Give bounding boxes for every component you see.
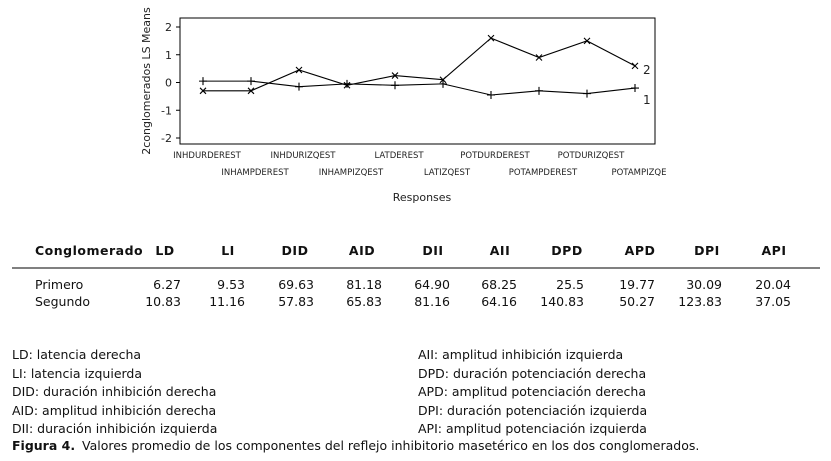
table-cell: 20.04 xyxy=(755,277,791,292)
table-cell: Primero xyxy=(35,277,84,292)
marker xyxy=(535,54,543,61)
marker xyxy=(487,90,495,99)
x-tick-label: INHDURDEREST xyxy=(173,151,242,161)
x-tick-label: INHAMPIZQEST xyxy=(319,168,384,178)
x-tick-label: POTAMPDEREST xyxy=(509,168,578,178)
table-cell: 123.83 xyxy=(678,294,722,309)
x-axis-label: Responses xyxy=(393,191,452,204)
y-tick-label: -1 xyxy=(161,104,172,117)
marker xyxy=(199,87,207,95)
note: LD: latencia derecha xyxy=(12,347,142,362)
table-cell: 64.90 xyxy=(414,277,450,292)
table-header: LI xyxy=(221,243,235,258)
series-label: 1 xyxy=(643,93,651,107)
note: API: amplitud potenciación izquierda xyxy=(418,421,647,436)
table-cell: 50.27 xyxy=(619,294,655,309)
caption-text: Valores promedio de los componentes del … xyxy=(82,438,700,453)
table-cell: 30.09 xyxy=(686,277,722,292)
table-cell: 69.63 xyxy=(278,277,314,292)
x-tick-label: INHDURIZQEST xyxy=(271,151,337,161)
x-tick-label: POTAMPIZQE xyxy=(611,168,666,178)
table-cell: 25.5 xyxy=(556,277,584,292)
note: DPI: duración potenciación izquierda xyxy=(418,402,648,418)
marker xyxy=(391,81,399,90)
table-cell: 6.27 xyxy=(153,277,181,292)
table-cell: 11.16 xyxy=(209,294,245,309)
table-cell: 57.83 xyxy=(278,294,314,309)
series-line xyxy=(203,37,636,92)
table-header: APD xyxy=(624,243,656,258)
note: DII: duración inhibición izquierda xyxy=(12,421,218,436)
y-tick-label: -2 xyxy=(161,132,172,145)
marker xyxy=(583,89,591,98)
note: AII: amplitud inhibición izquierda xyxy=(418,347,624,362)
marker xyxy=(295,82,303,91)
y-tick-label: 1 xyxy=(165,49,172,62)
table-cell: 9.53 xyxy=(217,277,245,292)
table-cell: 64.16 xyxy=(481,294,517,309)
marker xyxy=(247,87,255,95)
table-cell: 140.83 xyxy=(540,294,584,309)
table-cell: 68.25 xyxy=(481,277,517,292)
table-header: DID xyxy=(281,243,309,258)
x-tick-label: POTDURDEREST xyxy=(460,151,530,161)
marker xyxy=(439,79,447,88)
marker xyxy=(439,76,447,84)
note: AID: amplitud inhibición derecha xyxy=(12,402,217,418)
table-header: AII xyxy=(489,243,511,258)
marker xyxy=(631,84,639,93)
caption-label: Figura 4. xyxy=(12,438,76,453)
marker xyxy=(199,77,207,86)
table-header: API xyxy=(761,243,787,258)
x-tick-label: LATIZQEST xyxy=(424,168,471,178)
marker xyxy=(583,37,591,45)
note: DPD: duración potenciación derecha xyxy=(418,365,647,381)
note: APD: amplitud potenciación derecha xyxy=(418,384,646,399)
y-axis-label: 2conglomerados LS Means xyxy=(140,7,153,155)
table-header: DPI xyxy=(694,243,720,258)
marker xyxy=(295,66,303,74)
table-cell: Segundo xyxy=(35,294,90,309)
table-header: DII xyxy=(422,243,444,258)
table-header: LD xyxy=(155,243,175,258)
x-tick-label: POTDURIZQEST xyxy=(558,151,625,161)
marker xyxy=(247,77,255,86)
marker xyxy=(535,86,543,95)
note: DID: duración inhibición derecha xyxy=(12,384,217,399)
marker xyxy=(391,72,399,79)
marker xyxy=(487,34,495,42)
series-label: 2 xyxy=(643,63,651,77)
table-header: DPD xyxy=(551,243,583,258)
table-header: AID xyxy=(348,243,376,258)
table-cell: 10.83 xyxy=(145,294,181,309)
x-tick-label: LATDEREST xyxy=(374,151,424,161)
y-tick-label: 2 xyxy=(165,21,172,34)
table-cell: 81.16 xyxy=(414,294,450,309)
table-cell: 65.83 xyxy=(346,294,382,309)
plot-frame xyxy=(179,17,656,145)
marker xyxy=(631,62,639,70)
note: LI: latencia izquierda xyxy=(12,365,143,381)
x-tick-label: INHAMPDEREST xyxy=(221,168,289,178)
y-tick-label: 0 xyxy=(165,77,172,90)
table-header: Conglomerado xyxy=(35,243,144,258)
table-cell: 19.77 xyxy=(619,277,655,292)
marker xyxy=(343,79,351,88)
series-line xyxy=(203,80,636,96)
table-cell: 37.05 xyxy=(755,294,791,309)
table-cell: 81.18 xyxy=(346,277,382,292)
